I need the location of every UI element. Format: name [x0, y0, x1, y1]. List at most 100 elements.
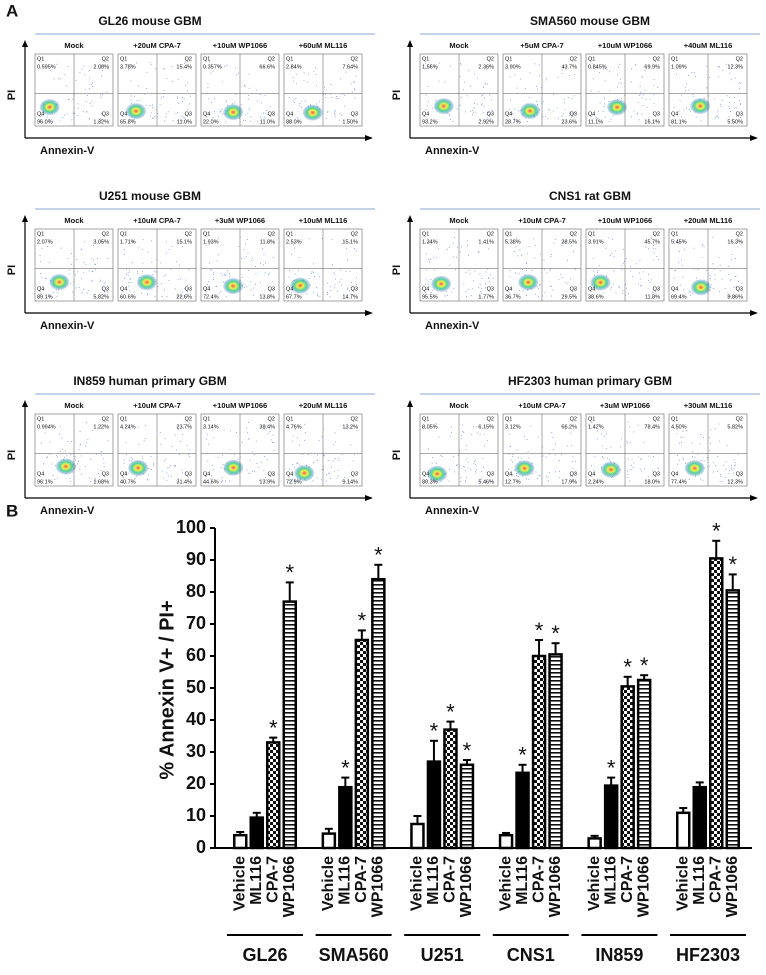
event-dot: [185, 61, 187, 63]
quadrant-value: 6.15%: [478, 424, 494, 430]
event-dot: [347, 119, 349, 121]
event-dot: [154, 116, 156, 118]
event-dot: [563, 113, 565, 115]
event-dot: [107, 68, 109, 70]
y-tick-label: 30: [186, 741, 206, 761]
event-dot: [483, 433, 485, 435]
event-dot: [106, 292, 108, 294]
event-dot: [449, 118, 451, 120]
event-dot: [561, 115, 563, 117]
event-dot: [346, 287, 348, 289]
condition-label: +3uM WP1066: [215, 216, 265, 225]
event-dot: [712, 471, 714, 473]
condition-label: +5uM CPA-7: [520, 41, 563, 50]
event-dot: [474, 73, 476, 75]
event-dot: [596, 430, 598, 432]
event-dot: [488, 114, 490, 116]
event-dot: [334, 284, 336, 286]
quadrant-name: Q3: [185, 471, 192, 477]
event-dot: [637, 283, 639, 285]
event-dot: [682, 437, 684, 439]
event-dot: [163, 89, 165, 91]
group-title: IN859 human primary GBM: [73, 374, 226, 388]
event-dot: [459, 251, 461, 253]
event-dot: [256, 89, 258, 91]
event-dot: [170, 465, 172, 467]
event-dot: [543, 269, 545, 271]
event-dot: [171, 80, 173, 82]
event-dot: [637, 112, 639, 114]
event-dot: [67, 441, 69, 443]
event-dot: [188, 476, 190, 478]
event-dot: [46, 457, 48, 459]
event-dot: [732, 119, 734, 121]
event-dot: [678, 250, 680, 252]
event-dot: [594, 480, 596, 482]
event-dot: [218, 237, 220, 239]
event-dot: [177, 279, 179, 281]
event-dot: [519, 290, 521, 292]
arrow: [407, 40, 413, 47]
event-dot: [261, 248, 263, 250]
quadrant-name: Q1: [120, 416, 127, 422]
event-dot: [74, 459, 76, 461]
event-dot: [621, 264, 623, 266]
event-dot: [355, 284, 357, 286]
event-dot: [228, 276, 230, 278]
event-dot: [251, 451, 253, 453]
event-dot: [611, 238, 613, 240]
quadrant-name: Q3: [653, 286, 660, 292]
event-dot: [100, 279, 102, 281]
event-dot: [481, 471, 483, 473]
event-dot: [334, 441, 336, 443]
event-dot: [465, 449, 467, 451]
event-dot: [123, 253, 125, 255]
event-dot: [220, 111, 222, 113]
event-dot: [70, 252, 72, 254]
event-dot: [87, 438, 89, 440]
event-dot: [243, 119, 245, 121]
event-dot: [468, 288, 470, 290]
event-dot: [147, 294, 149, 296]
event-dot: [234, 102, 236, 104]
event-dot: [599, 71, 601, 73]
event-dot: [222, 281, 224, 283]
group-title: SMA560 mouse GBM: [530, 14, 650, 28]
event-dot: [248, 87, 250, 89]
event-dot: [618, 286, 620, 288]
event-dot: [84, 89, 86, 91]
density-cluster: [302, 104, 323, 121]
quadrant-name: Q2: [653, 231, 660, 237]
quadrant-value: 3.12%: [505, 424, 521, 430]
x-axis-label: Annexin-V: [40, 505, 95, 517]
quadrant-name: Q1: [37, 231, 44, 237]
event-dot: [186, 284, 188, 286]
event-dot: [138, 85, 140, 87]
event-dot: [465, 476, 467, 478]
event-dot: [219, 65, 221, 67]
event-dot: [542, 116, 544, 118]
event-dot: [80, 455, 82, 457]
event-dot: [206, 116, 208, 118]
event-dot: [149, 62, 151, 64]
event-dot: [620, 82, 622, 84]
quadrant-name: Q1: [505, 231, 512, 237]
event-dot: [718, 257, 720, 259]
event-dot: [256, 100, 258, 102]
event-dot: [435, 462, 437, 464]
event-dot: [347, 478, 349, 480]
event-dot: [716, 115, 718, 117]
event-dot: [146, 293, 148, 295]
event-dot: [695, 75, 697, 77]
event-dot: [452, 256, 454, 258]
event-dot: [729, 111, 731, 113]
event-dot: [683, 109, 685, 111]
event-dot: [49, 261, 51, 263]
event-dot: [41, 247, 43, 249]
event-dot: [267, 432, 269, 434]
event-dot: [52, 120, 54, 122]
event-dot: [518, 273, 520, 275]
event-dot: [254, 471, 256, 473]
event-dot: [738, 87, 740, 89]
quadrant-value: 11.0%: [177, 119, 192, 125]
